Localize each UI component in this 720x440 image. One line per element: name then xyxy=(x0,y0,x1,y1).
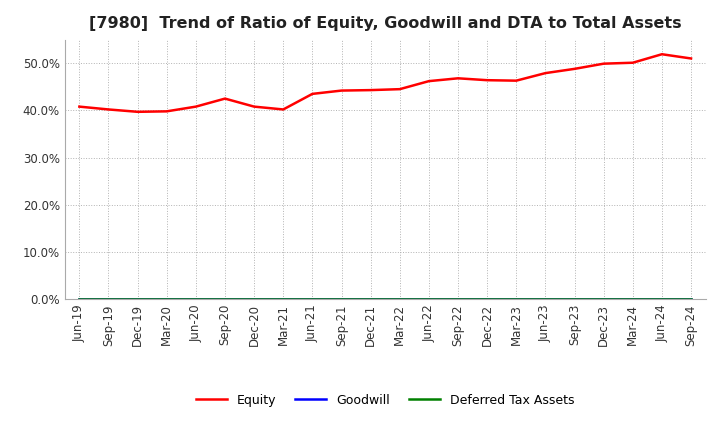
Goodwill xyxy=(220,297,229,302)
Equity xyxy=(250,104,258,109)
Goodwill xyxy=(366,297,375,302)
Equity xyxy=(687,56,696,61)
Deferred Tax Assets xyxy=(104,297,113,302)
Deferred Tax Assets xyxy=(163,297,171,302)
Goodwill xyxy=(570,297,579,302)
Goodwill xyxy=(629,297,637,302)
Line: Equity: Equity xyxy=(79,54,691,112)
Goodwill xyxy=(163,297,171,302)
Deferred Tax Assets xyxy=(192,297,200,302)
Deferred Tax Assets xyxy=(133,297,142,302)
Goodwill xyxy=(512,297,521,302)
Deferred Tax Assets xyxy=(337,297,346,302)
Equity xyxy=(483,77,492,83)
Deferred Tax Assets xyxy=(395,297,404,302)
Deferred Tax Assets xyxy=(657,297,666,302)
Equity xyxy=(163,109,171,114)
Equity xyxy=(425,78,433,84)
Equity xyxy=(279,107,287,112)
Goodwill xyxy=(279,297,287,302)
Deferred Tax Assets xyxy=(220,297,229,302)
Equity xyxy=(541,70,550,76)
Equity xyxy=(599,61,608,66)
Equity xyxy=(133,109,142,114)
Deferred Tax Assets xyxy=(687,297,696,302)
Deferred Tax Assets xyxy=(250,297,258,302)
Equity xyxy=(104,107,113,112)
Title: [7980]  Trend of Ratio of Equity, Goodwill and DTA to Total Assets: [7980] Trend of Ratio of Equity, Goodwil… xyxy=(89,16,682,32)
Goodwill xyxy=(75,297,84,302)
Equity xyxy=(570,66,579,72)
Deferred Tax Assets xyxy=(454,297,462,302)
Goodwill xyxy=(599,297,608,302)
Goodwill xyxy=(657,297,666,302)
Equity xyxy=(192,104,200,109)
Deferred Tax Assets xyxy=(512,297,521,302)
Goodwill xyxy=(337,297,346,302)
Equity xyxy=(337,88,346,93)
Goodwill xyxy=(250,297,258,302)
Equity xyxy=(366,88,375,93)
Deferred Tax Assets xyxy=(541,297,550,302)
Deferred Tax Assets xyxy=(483,297,492,302)
Equity xyxy=(512,78,521,83)
Equity xyxy=(75,104,84,109)
Deferred Tax Assets xyxy=(425,297,433,302)
Deferred Tax Assets xyxy=(570,297,579,302)
Goodwill xyxy=(104,297,113,302)
Deferred Tax Assets xyxy=(308,297,317,302)
Goodwill xyxy=(687,297,696,302)
Goodwill xyxy=(541,297,550,302)
Equity xyxy=(395,87,404,92)
Equity xyxy=(454,76,462,81)
Deferred Tax Assets xyxy=(75,297,84,302)
Legend: Equity, Goodwill, Deferred Tax Assets: Equity, Goodwill, Deferred Tax Assets xyxy=(191,389,580,411)
Equity xyxy=(657,51,666,57)
Goodwill xyxy=(133,297,142,302)
Deferred Tax Assets xyxy=(279,297,287,302)
Goodwill xyxy=(454,297,462,302)
Equity xyxy=(629,60,637,66)
Goodwill xyxy=(395,297,404,302)
Goodwill xyxy=(425,297,433,302)
Deferred Tax Assets xyxy=(629,297,637,302)
Goodwill xyxy=(308,297,317,302)
Deferred Tax Assets xyxy=(366,297,375,302)
Deferred Tax Assets xyxy=(599,297,608,302)
Goodwill xyxy=(483,297,492,302)
Equity xyxy=(308,91,317,96)
Goodwill xyxy=(192,297,200,302)
Equity xyxy=(220,96,229,101)
